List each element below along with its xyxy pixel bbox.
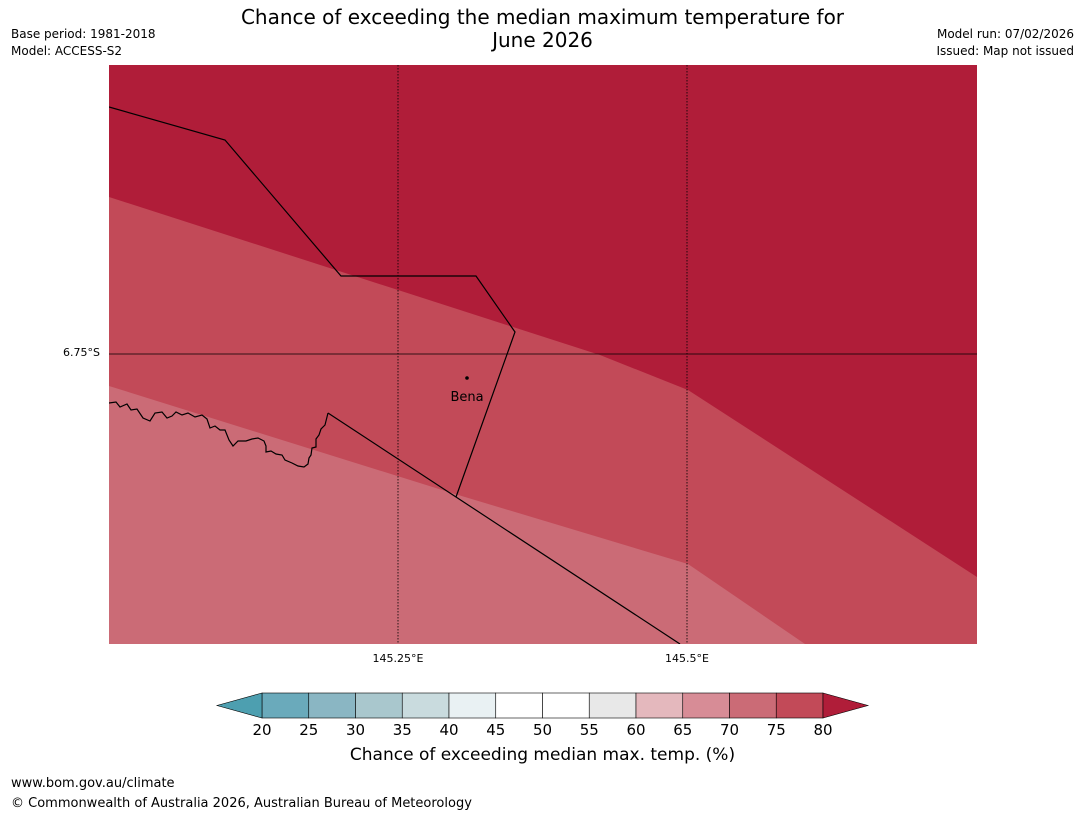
colorbar: 20 25 30 35 40 45 50 55 60 65 70 75 80 (215, 692, 870, 739)
latitude-label: 6.75°S (63, 346, 100, 359)
colorbar-ticks: 20 25 30 35 40 45 50 55 60 65 70 75 80 (252, 721, 832, 739)
colorbar-bin-50-55 (542, 692, 590, 719)
longitude-label-145-25: 145.25°E (372, 652, 424, 665)
colorbar-bin-25-30 (308, 692, 356, 719)
colorbar-tick-20: 20 (252, 721, 271, 739)
colorbar-tick-70: 70 (720, 721, 739, 739)
colorbar-tick-45: 45 (486, 721, 505, 739)
place-marker-icon (465, 376, 469, 380)
title-line-2: June 2026 (492, 28, 593, 52)
forecast-map: Bena (109, 65, 977, 644)
colorbar-bin-75-80 (775, 692, 824, 719)
colorbar-tick-30: 30 (346, 721, 365, 739)
colorbar-bin-55-60 (588, 692, 637, 719)
colorbar-bin-60-65 (635, 692, 684, 719)
colorbar-bin-30-35 (355, 692, 403, 719)
colorbar-bin-65-70 (682, 692, 730, 719)
colorbar-bin-40-45 (448, 692, 497, 719)
colorbar-tick-35: 35 (393, 721, 412, 739)
map-title: Chance of exceeding the median maximum t… (0, 6, 1085, 52)
colorbar-tick-60: 60 (626, 721, 645, 739)
colorbar-bin-20-25 (261, 692, 310, 719)
colorbar-below-arrow (215, 692, 263, 719)
province-boundary-south (327, 412, 681, 644)
longitude-label-145-5: 145.5°E (665, 652, 709, 665)
base-period: Base period: 1981-2018 (11, 27, 156, 41)
meta-right: Model run: 07/02/2026 Issued: Map not is… (936, 26, 1074, 60)
model-run: Model run: 07/02/2026 (936, 27, 1074, 41)
colorbar-tick-65: 65 (673, 721, 692, 739)
footer-copyright: © Commonwealth of Australia 2026, Austra… (11, 796, 472, 811)
colorbar-bins (261, 692, 824, 719)
colorbar-tick-40: 40 (439, 721, 458, 739)
colorbar-tick-75: 75 (767, 721, 786, 739)
model-name: Model: ACCESS-S2 (11, 44, 123, 58)
coastline (109, 401, 329, 468)
colorbar-tick-50: 50 (533, 721, 552, 739)
place-label-bena: Bena (450, 390, 483, 405)
colorbar-bin-70-75 (729, 692, 777, 719)
colorbar-title: Chance of exceeding median max. temp. (%… (349, 745, 736, 765)
meta-left: Base period: 1981-2018 Model: ACCESS-S2 (11, 26, 156, 60)
issued-status: Issued: Map not issued (936, 44, 1074, 58)
colorbar-above-arrow (822, 692, 870, 719)
footer-url[interactable]: www.bom.gov.au/climate (11, 776, 175, 791)
colorbar-tick-80: 80 (813, 721, 832, 739)
colorbar-tick-55: 55 (580, 721, 599, 739)
colorbar-tick-25: 25 (299, 721, 318, 739)
colorbar-bin-45-50 (495, 692, 543, 719)
colorbar-bin-35-40 (401, 692, 450, 719)
province-boundary-north (109, 106, 516, 498)
title-line-1: Chance of exceeding the median maximum t… (240, 5, 845, 29)
zone-70-75 (109, 386, 805, 644)
